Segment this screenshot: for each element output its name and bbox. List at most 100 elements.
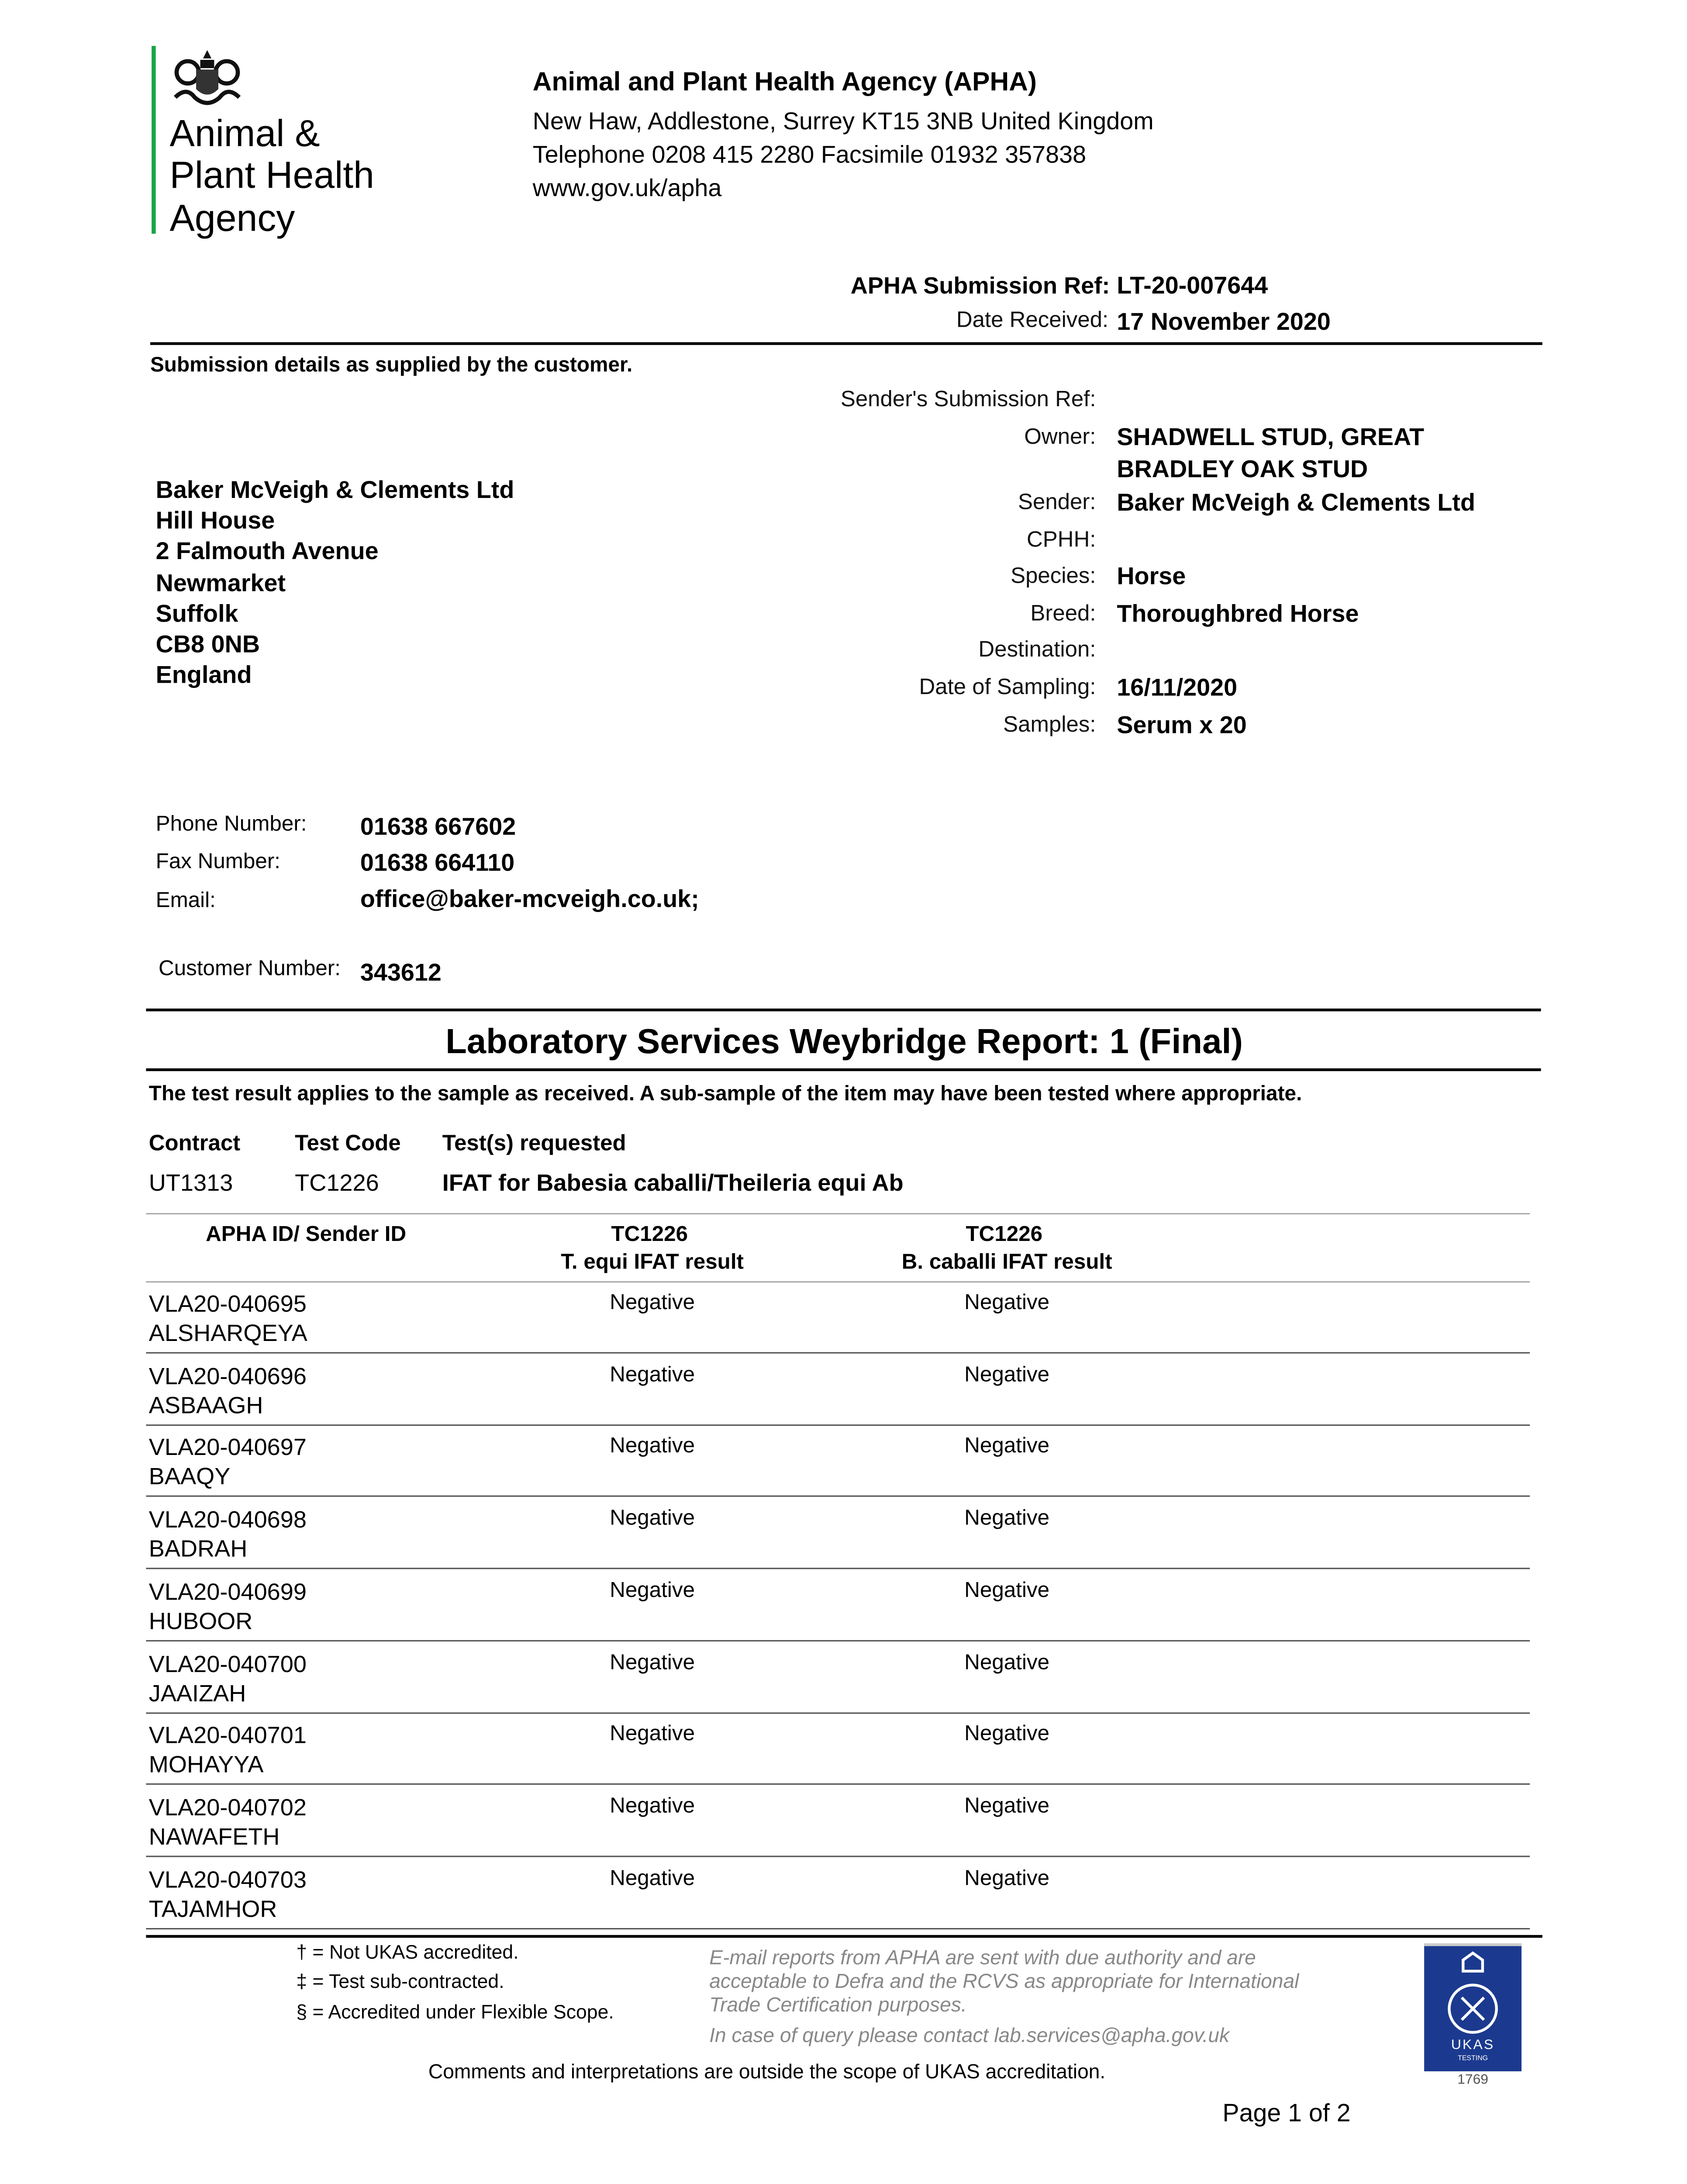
detail-label: Destination: <box>978 638 1096 662</box>
email-note-2: acceptable to Defra and the RCVS as appr… <box>709 1971 1299 1994</box>
detail-label: CPHH: <box>1027 529 1096 553</box>
sample-id: VLA20-040702 <box>148 1794 307 1821</box>
address-line: Hill House <box>155 506 275 535</box>
row-divider <box>146 1568 1530 1569</box>
t-equi-result: Negative <box>610 1866 695 1890</box>
sender-id: TAJAMHOR <box>148 1895 277 1922</box>
row-divider <box>146 1424 1530 1426</box>
fax-value: 01638 664110 <box>360 848 515 877</box>
row-divider <box>146 1927 1530 1929</box>
email-value[interactable]: office@baker-mcveigh.co.uk; <box>360 885 699 913</box>
footnote-flexible-scope: § = Accredited under Flexible Scope. <box>296 2000 614 2023</box>
agency-phone: Telephone 0208 415 2280 Facsimile 01932 … <box>532 140 1087 169</box>
row-divider <box>146 1856 1530 1857</box>
footnote-not-accredited: † = Not UKAS accredited. <box>296 1940 519 1963</box>
ukas-logo: UKAS TESTING <box>1424 1943 1522 2072</box>
b-caballi-result: Negative <box>964 1507 1050 1531</box>
b-caballi-result: Negative <box>964 1722 1050 1746</box>
divider <box>146 1008 1541 1012</box>
detail-value: Horse <box>1117 562 1186 590</box>
contract-value: UT1313 <box>148 1170 233 1196</box>
detail-label: Sender: <box>1018 491 1096 515</box>
footnote-subcontracted: ‡ = Test sub-contracted. <box>296 1970 504 1992</box>
detail-label: Owner: <box>1024 425 1096 449</box>
detail-value: Thoroughbred Horse <box>1117 599 1359 628</box>
row-divider <box>146 1352 1530 1354</box>
test-code-header: Test Code <box>295 1132 401 1156</box>
submission-ref: LT-20-007644 <box>1117 271 1268 299</box>
t-equi-result: Negative <box>610 1722 695 1746</box>
row-divider <box>146 1496 1530 1497</box>
col1-code-header: TC1226 <box>611 1223 688 1247</box>
address-line: Baker McVeigh & Clements Ltd <box>155 476 514 504</box>
customer-number: 343612 <box>360 958 442 986</box>
detail-value-cont: BRADLEY OAK STUD <box>1117 455 1368 483</box>
agency-title: Animal and Plant Health Agency (APHA) <box>532 68 1037 97</box>
divider <box>146 1281 1530 1283</box>
sender-id: ALSHARQEYA <box>148 1320 307 1347</box>
test-code-value: TC1226 <box>295 1170 379 1196</box>
date-received: 17 November 2020 <box>1117 307 1331 335</box>
email-label: Email: <box>155 889 216 913</box>
t-equi-result: Negative <box>610 1434 695 1458</box>
address-line: Suffolk <box>155 599 238 627</box>
sample-id: VLA20-040696 <box>148 1363 307 1389</box>
b-caballi-result: Negative <box>964 1434 1050 1458</box>
col-id-header: APHA ID/ Sender ID <box>206 1223 407 1247</box>
query-contact: In case of query please contact lab.serv… <box>709 2025 1230 2048</box>
sample-id: VLA20-040695 <box>148 1291 307 1317</box>
email-note-3: Trade Certification purposes. <box>709 1994 967 2017</box>
t-equi-result: Negative <box>610 1794 695 1818</box>
detail-value: 16/11/2020 <box>1117 673 1238 702</box>
t-equi-result: Negative <box>610 1650 695 1674</box>
sender-id: JAAIZAH <box>148 1679 246 1707</box>
detail-label: Samples: <box>1003 713 1096 737</box>
sample-id: VLA20-040703 <box>148 1866 307 1893</box>
divider <box>150 342 1542 345</box>
sample-id: VLA20-040699 <box>148 1578 307 1605</box>
royal-crest-icon <box>173 50 241 105</box>
col1-name-header: T. equi IFAT result <box>561 1251 744 1275</box>
t-equi-result: Negative <box>610 1578 695 1603</box>
fax-label: Fax Number: <box>155 850 281 874</box>
detail-label: Sender's Submission Ref: <box>840 388 1096 412</box>
ukas-text: UKAS <box>1451 2038 1495 2053</box>
col2-code-header: TC1226 <box>966 1223 1043 1247</box>
b-caballi-result: Negative <box>964 1794 1050 1818</box>
sender-id: BADRAH <box>148 1536 248 1562</box>
date-received-label: Date Received: <box>956 309 1109 333</box>
sender-id: MOHAYYA <box>148 1752 264 1778</box>
sample-id: VLA20-040697 <box>148 1434 307 1462</box>
tests-requested-value: IFAT for Babesia caballi/Theileria equi … <box>442 1170 904 1196</box>
col2-name-header: B. caballi IFAT result <box>901 1251 1112 1275</box>
detail-value: Serum x 20 <box>1117 711 1247 739</box>
row-divider <box>146 1783 1530 1785</box>
row-divider <box>146 1640 1530 1641</box>
logo-text-line-1: Animal & <box>169 112 320 155</box>
agency-website[interactable]: www.gov.uk/apha <box>532 174 722 202</box>
page-number: Page 1 of 2 <box>1222 2099 1351 2127</box>
sample-id: VLA20-040700 <box>148 1650 307 1677</box>
detail-value: Baker McVeigh & Clements Ltd <box>1117 488 1476 516</box>
agency-address: New Haw, Addlestone, Surrey KT15 3NB Uni… <box>532 107 1154 135</box>
row-divider <box>146 1711 1530 1713</box>
ukas-crown-icon <box>1448 1951 1498 2034</box>
sample-id: VLA20-040698 <box>148 1507 307 1533</box>
customer-number-label: Customer Number: <box>159 957 341 981</box>
detail-label: Breed: <box>1030 602 1096 626</box>
report-title: Laboratory Services Weybridge Report: 1 … <box>445 1022 1243 1061</box>
logo-accent-bar <box>152 46 156 234</box>
b-caballi-result: Negative <box>964 1866 1050 1890</box>
sample-id: VLA20-040701 <box>148 1722 307 1749</box>
address-line: Newmarket <box>155 568 286 596</box>
detail-label: Species: <box>1011 564 1096 589</box>
address-line: CB8 0NB <box>155 630 260 658</box>
address-line: England <box>155 661 252 689</box>
sender-id: NAWAFETH <box>148 1823 280 1850</box>
sender-id: ASBAAGH <box>148 1392 263 1419</box>
detail-value: SHADWELL STUD, GREAT <box>1117 423 1425 451</box>
logo-text-line-2: Plant Health <box>169 154 374 197</box>
divider <box>146 1213 1530 1215</box>
divider <box>146 1935 1542 1938</box>
